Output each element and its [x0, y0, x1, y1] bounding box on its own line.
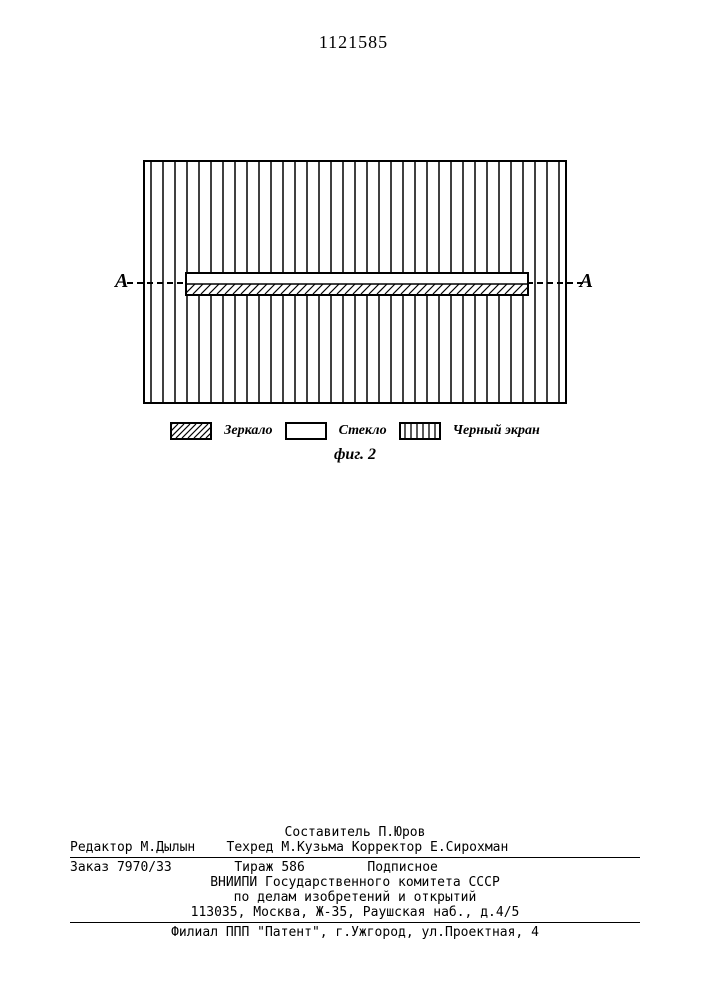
inner-rectangle [185, 272, 529, 296]
legend-swatch-screen [399, 422, 441, 440]
legend-label-glass: Стекло [339, 423, 387, 439]
figure-caption: фиг. 2 [115, 446, 595, 464]
divider [70, 922, 640, 923]
diagram: А А [143, 160, 567, 404]
document-number: 1121585 [319, 32, 388, 53]
legend-swatch-mirror [170, 422, 212, 440]
hatch-svg [187, 274, 527, 294]
legend-swatch-glass [285, 422, 327, 440]
credits-org2: по делам изобретений и открытий [70, 890, 640, 905]
credits-compiler: Составитель П.Юров [70, 825, 640, 840]
legend-label-mirror: Зеркало [224, 423, 272, 439]
credits-address1: 113035, Москва, Ж-35, Раушская наб., д.4… [70, 905, 640, 920]
credits-block: Составитель П.Юров Редактор М.Дылын Техр… [70, 825, 640, 940]
credits-org1: ВНИИПИ Государственного комитета СССР [70, 875, 640, 890]
credits-roles: Редактор М.Дылын Техред М.Кузьма Коррект… [70, 840, 640, 855]
stripes-icon [401, 424, 439, 438]
legend: Зеркало Стекло Черный экран фиг. 2 [115, 422, 595, 464]
credits-order: Заказ 7970/33 Тираж 586 Подписное [70, 860, 640, 875]
legend-row: Зеркало Стекло Черный экран [115, 422, 595, 440]
figure-area: А А Зеркало Стекло Черный экран фиг. 2 [115, 160, 595, 464]
hatch-icon [172, 424, 210, 438]
legend-label-screen: Черный экран [453, 423, 540, 439]
divider [70, 857, 640, 858]
credits-branch: Филиал ППП "Патент", г.Ужгород, ул.Проек… [70, 925, 640, 940]
page: 1121585 А А Зеркало Стекло Черный [0, 0, 707, 1000]
